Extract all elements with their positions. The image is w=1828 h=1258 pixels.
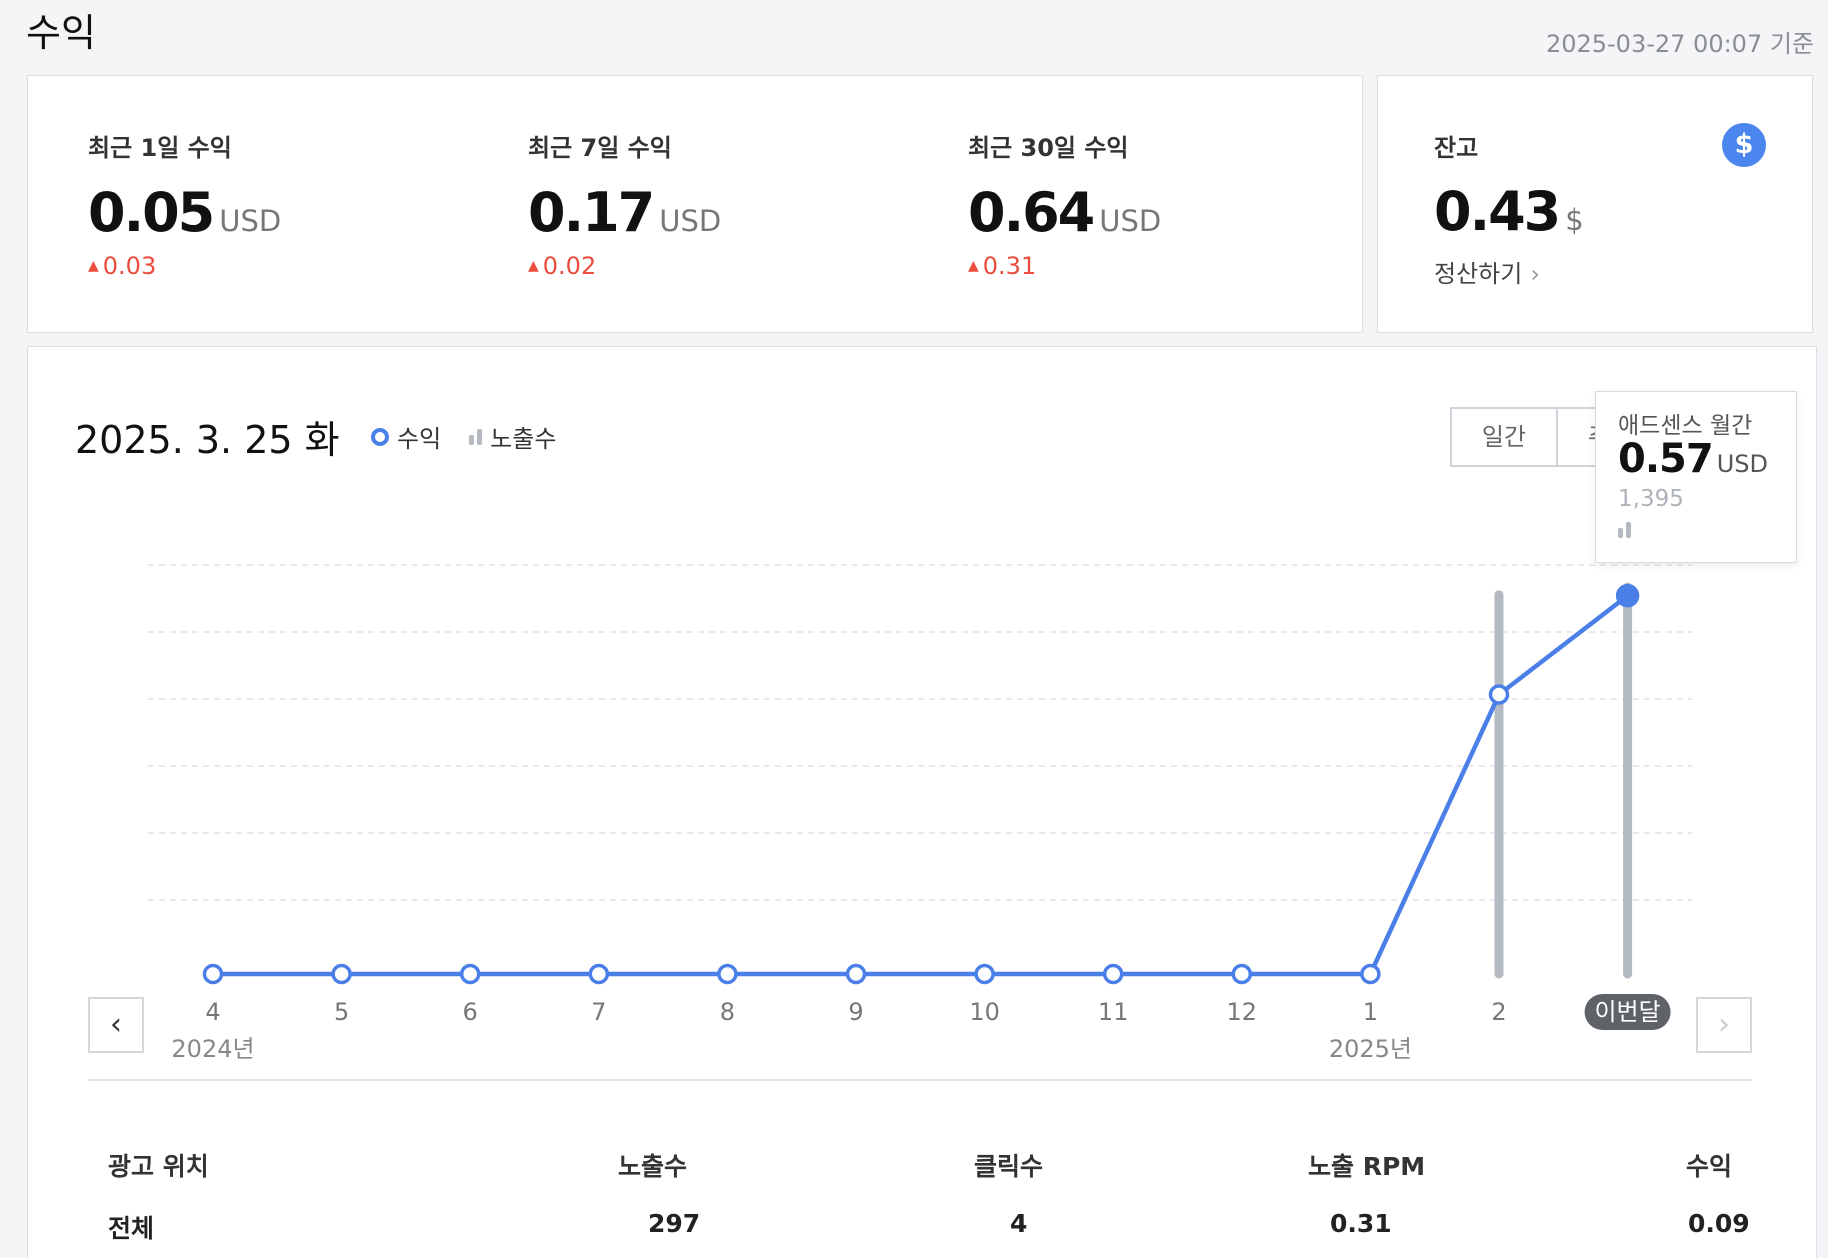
chevron-left-icon: ‹	[110, 1007, 122, 1042]
x-tick-label: 7	[591, 998, 606, 1026]
chart-divider	[88, 1079, 1752, 1081]
stat-unit: USD	[659, 204, 722, 238]
revenue-legend-icon	[371, 427, 389, 446]
stat-value: 0.17 USD	[528, 181, 721, 244]
balance-value: 0.43 $	[1434, 180, 1584, 243]
stat-delta-value: 0.31	[982, 252, 1037, 280]
table-header-row: 광고 위치 노출수 클릭수 노출 RPM 수익	[108, 1147, 1738, 1209]
chart-card: 2025. 3. 25 화 수익 노출수 일간 주간 4567891011121…	[27, 346, 1817, 1258]
stat-label: 최근 7일 수익	[528, 134, 672, 162]
tooltip-value: 0.57 USD	[1618, 436, 1768, 482]
data-point	[1231, 963, 1253, 985]
summary-card: 최근 1일 수익 0.05 USD ▲ 0.03 최근 7일 수익 0.17 USD …	[27, 75, 1363, 333]
stat-number: 0.64	[968, 181, 1095, 244]
stat-unit: USD	[1099, 204, 1162, 238]
x-tick-label: 이번달	[1594, 998, 1660, 1026]
tooltip-title: 애드센스 월간	[1618, 413, 1753, 439]
stat-value: 0.05 USD	[88, 181, 281, 244]
settle-link[interactable]: 정산하기 ›	[1434, 254, 1540, 289]
cell-revenue: 0.09	[1688, 1209, 1750, 1238]
x-tick-label: 2	[1491, 998, 1506, 1026]
balance-number: 0.43	[1434, 180, 1561, 243]
stat-delta: ▲ 0.02	[528, 252, 721, 280]
data-point	[588, 963, 610, 985]
stat-unit: USD	[219, 204, 282, 238]
data-point	[331, 963, 352, 985]
table-row: 전체 297 4 0.31 0.09	[108, 1209, 1750, 1258]
legend-impressions-label: 노출수	[490, 425, 557, 453]
as-of-timestamp: 2025-03-27 00:07 기준	[1545, 30, 1814, 58]
stat-number: 0.17	[528, 181, 655, 244]
year-label: 2025년	[1329, 1035, 1412, 1063]
cell-rpm: 0.31	[1330, 1209, 1392, 1238]
header-clicks: 클릭수	[974, 1152, 1044, 1181]
cell-clicks: 4	[1010, 1209, 1028, 1238]
tooltip-number: 0.57	[1618, 436, 1714, 482]
stat-delta: ▲ 0.03	[88, 252, 281, 280]
stat-label: 최근 1일 수익	[88, 134, 232, 162]
stat-delta-value: 0.02	[542, 252, 597, 280]
cell-ad-position: 전체	[108, 1214, 155, 1243]
current-month-pill	[1584, 994, 1671, 1030]
data-point	[1615, 583, 1640, 608]
balance-unit: $	[1565, 203, 1584, 237]
chevron-right-icon: ›	[1718, 1007, 1730, 1042]
stat-delta: ▲ 0.31	[968, 252, 1161, 280]
header-rpm: 노출 RPM	[1308, 1152, 1426, 1181]
x-tick-label: 9	[848, 998, 863, 1026]
tooltip-impressions: 1,395	[1618, 486, 1684, 512]
data-point	[1488, 684, 1510, 705]
chart-tooltip: 애드센스 월간 0.57 USD 1,395	[1595, 391, 1797, 563]
dollar-icon: $	[1722, 123, 1766, 167]
page-title: 수익	[26, 11, 96, 55]
stat-value: 0.64 USD	[968, 181, 1161, 244]
data-point	[717, 963, 738, 985]
x-tick-label: 8	[720, 998, 735, 1026]
data-point	[845, 963, 867, 985]
x-tick-label: 12	[1227, 998, 1258, 1026]
x-tick-label: 5	[334, 998, 349, 1026]
stat-label: 최근 30일 수익	[968, 134, 1129, 162]
stat-number: 0.05	[88, 181, 215, 244]
chevron-right-icon: ›	[1530, 260, 1540, 288]
x-tick-label: 10	[969, 998, 1000, 1026]
year-label: 2024년	[171, 1035, 254, 1063]
data-point	[459, 963, 481, 985]
balance-label: 잔고	[1434, 134, 1479, 162]
data-point	[202, 963, 224, 985]
tab-daily[interactable]: 일간	[1452, 409, 1558, 465]
x-tick-label: 1	[1363, 998, 1378, 1026]
stat-7day: 최근 7일 수익 0.17 USD ▲ 0.02	[528, 128, 721, 280]
data-point	[974, 963, 995, 985]
stat-delta-value: 0.03	[102, 252, 157, 280]
chart-prev-button[interactable]: ‹	[88, 997, 144, 1053]
legend-revenue-label: 수익	[397, 425, 442, 453]
data-point	[1360, 963, 1381, 985]
balance-card: 잔고 $ 0.43 $ 정산하기 ›	[1377, 75, 1813, 333]
x-tick-label: 4	[205, 998, 220, 1026]
chart-next-button[interactable]: ›	[1696, 997, 1752, 1053]
x-tick-label: 11	[1098, 998, 1129, 1026]
up-triangle-icon: ▲	[968, 258, 979, 274]
x-tick-label: 6	[463, 998, 478, 1026]
chart-date: 2025. 3. 25 화	[75, 418, 340, 462]
settle-label: 정산하기	[1434, 260, 1523, 288]
header-ad-position: 광고 위치	[108, 1152, 209, 1181]
data-point	[1102, 963, 1124, 985]
up-triangle-icon: ▲	[528, 258, 539, 274]
revenue-series-line	[213, 593, 1629, 977]
stat-1day: 최근 1일 수익 0.05 USD ▲ 0.03	[88, 128, 281, 280]
up-triangle-icon: ▲	[88, 258, 99, 274]
impressions-legend-icon	[469, 428, 483, 445]
cell-impressions: 297	[648, 1209, 701, 1238]
tooltip-unit: USD	[1716, 450, 1768, 478]
ad-placement-table: 광고 위치 노출수 클릭수 노출 RPM 수익 전체 297 4 0.31 0.…	[108, 1147, 1750, 1258]
impressions-bar-icon	[1618, 522, 1631, 538]
header-impressions: 노출수	[618, 1152, 688, 1181]
stat-30day: 최근 30일 수익 0.64 USD ▲ 0.31	[968, 128, 1161, 280]
chart-legend: 수익 노출수	[371, 419, 556, 454]
header-revenue: 수익	[1686, 1152, 1733, 1181]
